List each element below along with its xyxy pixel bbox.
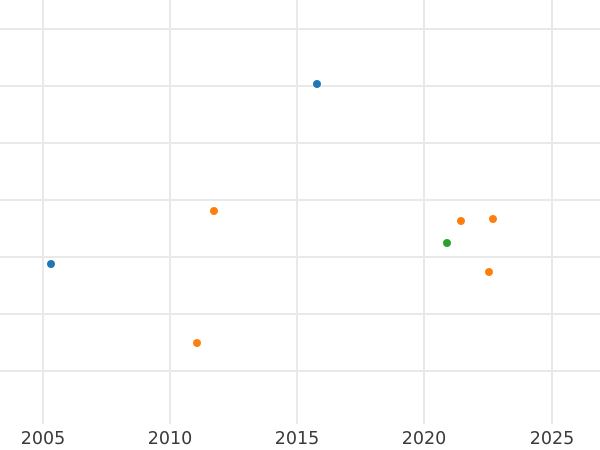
x-tick-label: 2015 <box>274 429 320 449</box>
scatter-point-series-orange <box>210 207 218 215</box>
gridline-vertical <box>423 0 425 424</box>
scatter-point-series-green <box>443 239 451 247</box>
gridline-horizontal <box>0 313 600 315</box>
gridline-vertical <box>551 0 553 424</box>
scatter-point-series-blue <box>47 260 55 268</box>
gridline-vertical <box>169 0 171 424</box>
scatter-point-series-orange <box>193 339 201 347</box>
gridline-horizontal <box>0 85 600 87</box>
scatter-point-series-blue <box>313 80 321 88</box>
gridline-vertical <box>296 0 298 424</box>
gridline-horizontal <box>0 28 600 30</box>
scatter-point-series-orange <box>485 268 493 276</box>
x-tick-label: 2020 <box>401 429 447 449</box>
scatter-point-series-orange <box>489 215 497 223</box>
scatter-point-series-orange <box>457 217 465 225</box>
x-axis: 2005 2010 2015 2020 2025 <box>0 424 600 450</box>
x-tick-label: 2005 <box>20 429 66 449</box>
gridline-horizontal <box>0 142 600 144</box>
x-tick-label: 2010 <box>147 429 193 449</box>
gridline-horizontal <box>0 199 600 201</box>
gridline-horizontal <box>0 370 600 372</box>
gridline-vertical <box>42 0 44 424</box>
gridline-horizontal <box>0 256 600 258</box>
x-tick-label: 2025 <box>529 429 575 449</box>
plot-area <box>0 0 600 424</box>
